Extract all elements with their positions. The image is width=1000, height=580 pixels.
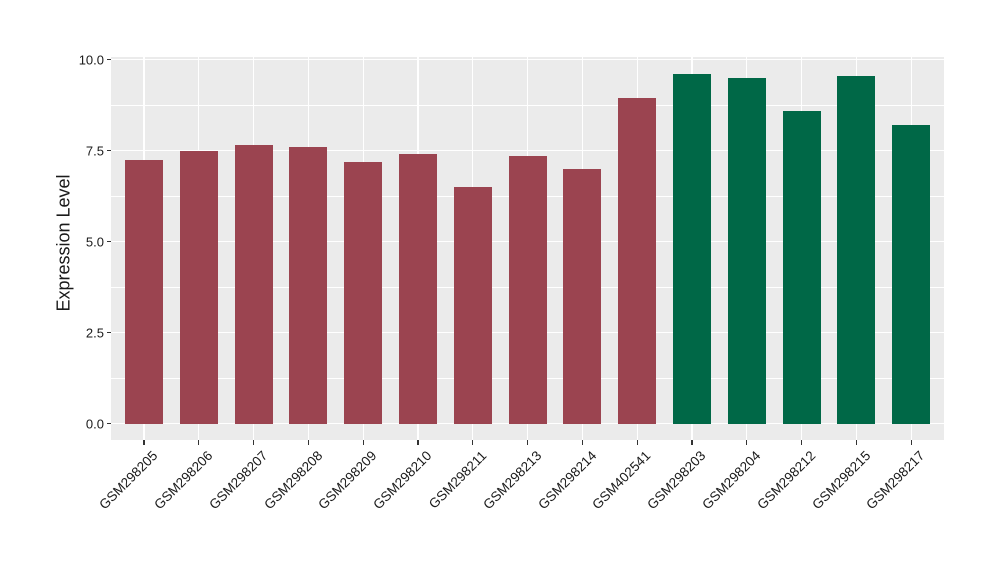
x-tick-label: GSM298207 [206,448,271,513]
bar-GSM298210 [399,154,437,424]
x-tick-label: GSM298204 [699,448,764,513]
x-tick-mark [143,440,145,445]
x-tick-mark [527,440,529,445]
bar-GSM298214 [563,168,602,424]
bar-GSM298207 [234,145,273,424]
x-tick-mark [691,440,693,445]
x-tick-mark [581,440,583,445]
bar-GSM298205 [125,159,163,424]
x-tick-label: GSM298213 [480,448,545,513]
x-tick-mark [746,440,748,445]
plot-panel [111,57,944,440]
bar-GSM298209 [344,161,383,424]
bar-GSM298203 [673,74,711,424]
x-tick-mark [472,440,474,445]
bar-GSM402541 [618,98,657,424]
x-tick-mark [636,440,638,445]
y-tick-mark [107,241,111,243]
x-tick-mark [417,440,419,445]
y-tick-label: 5.0 [85,234,104,250]
bar-GSM298206 [179,150,218,424]
x-tick-label: GSM298206 [151,448,216,513]
y-tick-label: 7.5 [85,143,104,159]
x-tick-mark [253,440,255,445]
bar-GSM298208 [289,147,328,424]
y-tick-mark [107,59,111,61]
bar-GSM298211 [453,187,492,424]
x-tick-label: GSM298210 [370,448,435,513]
y-tick-mark [107,331,111,334]
y-tick-label: 10.0 [78,52,104,68]
y-tick-label: 2.5 [85,325,104,341]
x-tick-mark [362,440,364,445]
x-tick-mark [801,440,803,445]
y-tick-mark [107,422,111,425]
bar-GSM298204 [727,78,766,424]
x-tick-mark [855,440,857,445]
x-tick-label: GSM298203 [644,448,709,513]
y-tick-mark [107,150,111,152]
x-tick-label: GSM298205 [96,448,161,513]
bar-GSM298213 [508,156,547,424]
x-tick-mark [307,440,309,445]
bar-GSM298212 [782,110,821,424]
y-axis-title: Expression Level [53,174,74,312]
y-tick-label: 0.0 [85,416,104,431]
bar-GSM298217 [892,125,931,424]
x-tick-mark [910,440,912,445]
bar-GSM298215 [837,76,876,424]
x-tick-mark [198,440,200,445]
